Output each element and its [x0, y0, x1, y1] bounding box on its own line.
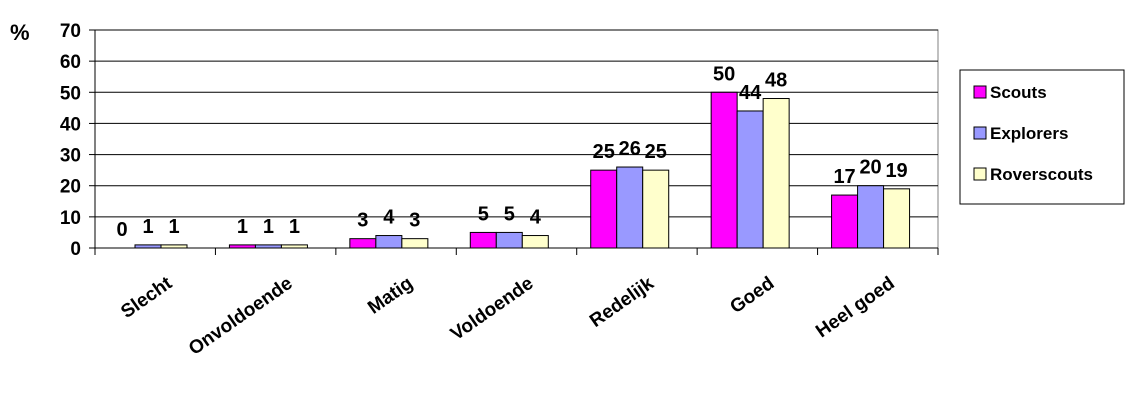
y-tick-label: 20: [60, 177, 81, 198]
bar: [831, 194, 859, 249]
legend-label: Roverscouts: [990, 165, 1093, 184]
y-tick-label: 60: [60, 52, 81, 73]
legend-swatch: [973, 167, 987, 181]
y-tick-label: 10: [60, 208, 81, 229]
category-label: Slecht: [117, 273, 176, 323]
data-label: 48: [765, 70, 787, 92]
y-tick-label: 0: [70, 239, 81, 260]
y-unit-label: %: [10, 20, 30, 45]
bar: [883, 188, 911, 249]
bar: [616, 166, 644, 249]
bar: [762, 98, 790, 249]
category-label: Matig: [364, 273, 417, 319]
data-label: 17: [833, 166, 855, 188]
category-label: Heel goed: [812, 273, 898, 342]
data-label: 4: [530, 207, 542, 229]
y-axis-ticks: 0 10 20 30 40 50 60 70: [60, 21, 95, 260]
plot-area: [94, 29, 939, 249]
data-label: 4: [383, 207, 395, 229]
bar: [590, 169, 618, 249]
bar: [857, 185, 885, 249]
data-label: 19: [885, 160, 907, 182]
data-label: 5: [478, 203, 489, 225]
data-label: 44: [739, 82, 762, 104]
data-label: 5: [504, 203, 515, 225]
data-label: 0: [116, 219, 127, 241]
data-label: 25: [645, 141, 667, 163]
data-label: 50: [713, 63, 735, 85]
legend-label: Explorers: [990, 124, 1068, 143]
bar: [642, 169, 670, 249]
y-tick-label: 70: [60, 21, 81, 42]
data-label: 1: [263, 216, 274, 238]
category-label: Voldoende: [447, 273, 537, 345]
legend: Scouts Explorers Roverscouts: [959, 69, 1125, 205]
bar: [375, 235, 403, 249]
legend-swatch: [973, 85, 987, 99]
data-label: 1: [168, 216, 179, 238]
legend-box: [959, 69, 1125, 205]
bar: [495, 231, 523, 249]
bar: [736, 110, 764, 249]
bars: [134, 91, 911, 249]
data-label: 1: [142, 216, 153, 238]
y-tick-label: 40: [60, 114, 81, 135]
legend-swatch: [973, 126, 987, 140]
data-label: 25: [593, 141, 615, 163]
category-label: Onvoldoende: [185, 273, 296, 360]
data-label: 1: [289, 216, 300, 238]
axes: [94, 30, 939, 255]
legend-label: Scouts: [990, 83, 1047, 102]
y-tick-label: 50: [60, 83, 81, 104]
bar: [349, 238, 377, 249]
data-label: 20: [859, 157, 881, 179]
category-labels: Slecht Onvoldoende Matig Voldoende Redelijk G…: [117, 273, 898, 360]
data-label: 26: [619, 138, 641, 160]
bar: [521, 235, 549, 249]
gridlines: [94, 29, 939, 249]
bar: [401, 238, 429, 249]
y-tick-label: 30: [60, 146, 81, 167]
category-label: Goed: [726, 273, 778, 318]
data-label: 1: [237, 216, 248, 238]
data-label: 3: [409, 210, 420, 232]
category-label: Redelijk: [586, 273, 658, 332]
data-label: 3: [357, 210, 368, 232]
bar: [469, 231, 497, 249]
bar: [710, 91, 738, 249]
